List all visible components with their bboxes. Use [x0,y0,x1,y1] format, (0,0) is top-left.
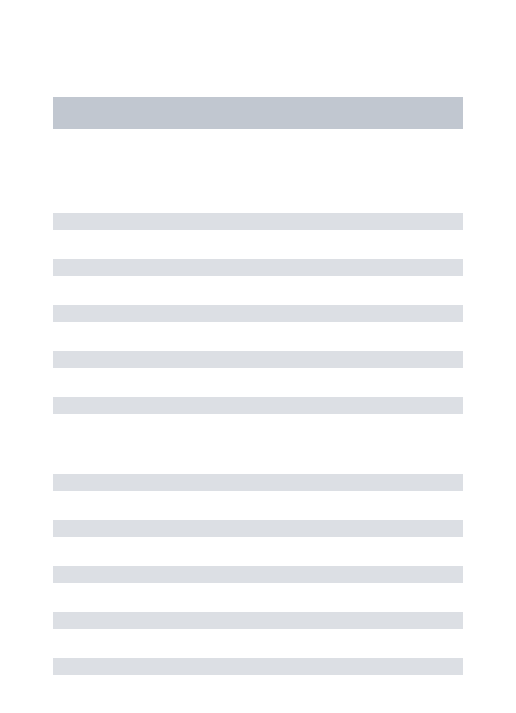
skeleton-line [53,566,463,583]
skeleton-line [53,397,463,414]
skeleton-spacer [53,414,463,474]
skeleton-line [53,305,463,322]
skeleton-line [53,520,463,537]
skeleton-spacer [53,276,463,305]
skeleton-line [53,658,463,675]
skeleton-container [53,97,463,675]
skeleton-line [53,474,463,491]
skeleton-line [53,213,463,230]
skeleton-group-2 [53,474,463,675]
skeleton-spacer [53,583,463,612]
skeleton-group-1 [53,213,463,414]
skeleton-spacer [53,230,463,259]
skeleton-header-bar [53,97,463,129]
skeleton-spacer [53,491,463,520]
skeleton-line [53,351,463,368]
skeleton-spacer [53,629,463,658]
skeleton-spacer [53,322,463,351]
skeleton-spacer [53,537,463,566]
skeleton-line [53,612,463,629]
skeleton-spacer [53,129,463,213]
skeleton-line [53,259,463,276]
skeleton-spacer [53,368,463,397]
